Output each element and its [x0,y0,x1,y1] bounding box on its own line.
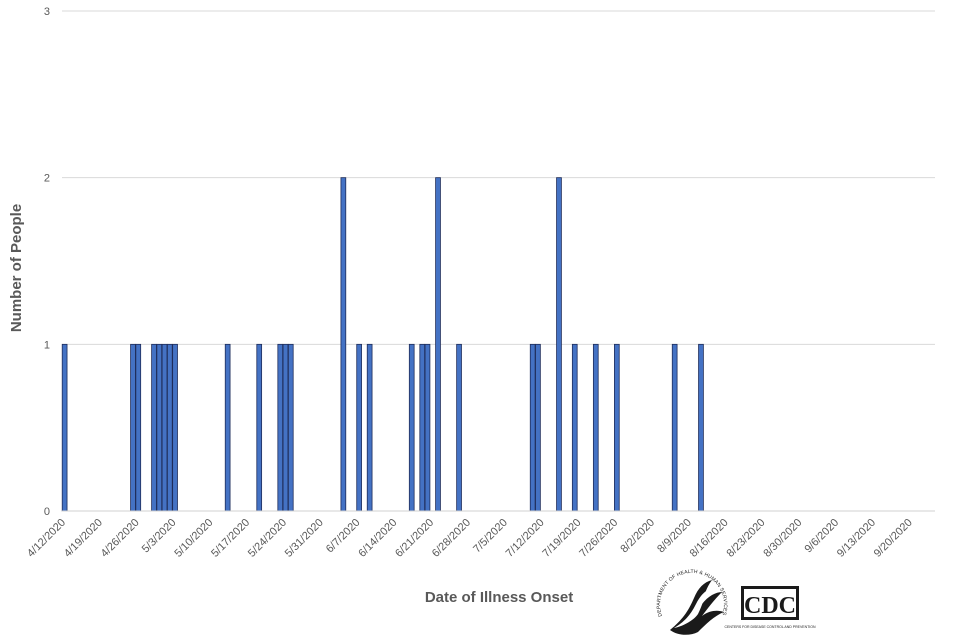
y-axis-title: Number of People [8,204,25,332]
x-tick-label: 6/21/2020 [393,517,436,560]
bar [172,343,178,512]
bar [556,177,562,512]
x-tick-label: 5/31/2020 [283,517,326,560]
x-tick-label: 7/26/2020 [577,517,620,560]
x-tick-label: 8/16/2020 [688,517,731,560]
x-axis-title: Date of Illness Onset [425,589,573,606]
y-axis-ticks: 0 1 2 3 [44,6,50,518]
bar [456,343,462,512]
bar [529,343,536,512]
cdc-logo: CDC CENTERS FOR DISEASE CONTROL AND PREV… [724,586,816,629]
x-tick-label: 8/2/2020 [618,517,657,556]
bar [61,343,68,512]
bar [156,343,163,512]
x-tick-label: 6/28/2020 [430,517,473,560]
y-tick-label: 1 [44,339,50,351]
x-tick-label: 6/14/2020 [356,517,399,560]
x-tick-label: 4/12/2020 [25,517,68,560]
x-tick-label: 5/17/2020 [209,517,252,560]
bar [535,343,541,512]
x-tick-label: 8/23/2020 [725,517,768,560]
bar [340,177,347,512]
bar [256,343,263,512]
bar [698,343,704,512]
x-tick-label: 7/12/2020 [504,517,547,560]
y-tick-label: 0 [44,506,50,518]
bar [135,343,142,512]
bar [287,343,294,512]
bar [614,343,620,512]
bar [224,343,231,512]
bar [424,343,431,512]
x-tick-label: 9/13/2020 [835,517,878,560]
cdc-logo-text: CDC [744,593,796,619]
gridlines [62,10,935,345]
x-tick-label: 5/10/2020 [172,517,215,560]
bar [592,343,599,512]
x-tick-label: 7/19/2020 [540,517,583,560]
x-axis-ticks: 4/12/20204/19/20204/26/20205/3/20205/10/… [25,517,915,560]
bar [571,343,578,512]
x-tick-label: 4/26/2020 [99,517,142,560]
bar [435,177,441,512]
bar [408,343,415,512]
bar [671,343,678,512]
bar [366,343,373,512]
bar [161,343,168,512]
bar [282,343,289,512]
bar [166,343,173,512]
bar [130,343,136,512]
y-tick-label: 3 [44,6,50,18]
bar [419,343,426,512]
y-tick-label: 2 [44,173,50,185]
x-tick-label: 9/20/2020 [872,517,915,560]
x-tick-label: 8/30/2020 [761,517,804,560]
cdc-logo-subtext: CENTERS FOR DISEASE CONTROL AND PREVENTI… [724,625,816,629]
bar [356,343,362,512]
x-tick-label: 5/24/2020 [246,517,289,560]
hhs-logo: DEPARTMENT OF HEALTH & HUMAN SERVICES US… [656,569,728,635]
bar [277,343,284,512]
bar [151,343,157,512]
x-tick-label: 4/19/2020 [62,517,105,560]
